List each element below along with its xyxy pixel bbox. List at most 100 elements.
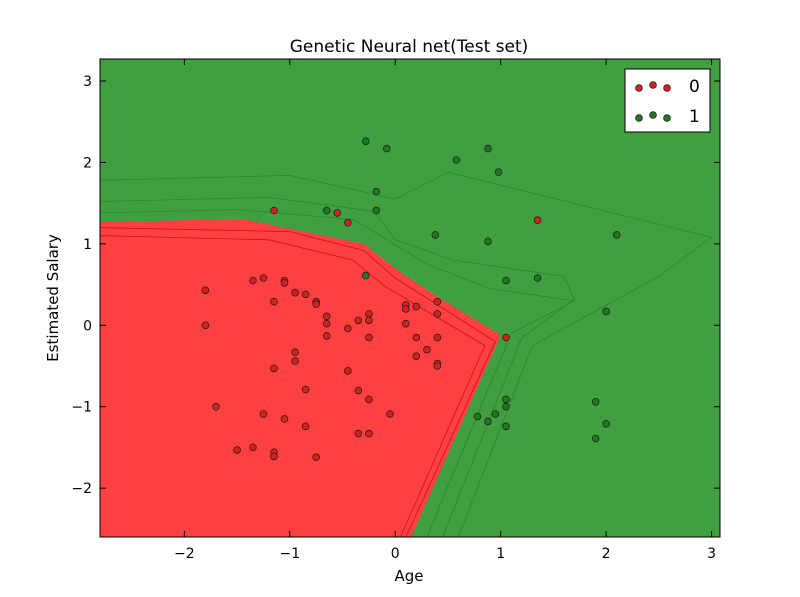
data-point-class-0	[259, 274, 268, 282]
data-point-class-0	[343, 324, 352, 333]
legend-marker-class-0	[635, 84, 643, 92]
data-point-class-1	[431, 231, 440, 239]
data-point-class-1	[322, 206, 331, 215]
data-point-class-0	[270, 297, 278, 306]
data-point-class-1	[484, 417, 492, 426]
data-point-class-0	[233, 446, 241, 454]
data-point-class-0	[280, 279, 289, 287]
data-point-class-0	[201, 286, 210, 295]
data-point-class-1	[591, 397, 600, 406]
data-point-class-0	[259, 410, 268, 418]
data-point-class-0	[322, 312, 331, 321]
y-tick-label: −2	[71, 481, 92, 497]
y-tick-label: 1	[83, 237, 92, 253]
legend-label-class-0: 0	[689, 77, 700, 97]
data-point-class-0	[291, 288, 299, 297]
legend-marker-class-0	[649, 81, 657, 89]
x-tick-label: 3	[707, 546, 716, 562]
x-tick-label: −2	[174, 546, 195, 562]
y-tick-label: −1	[71, 400, 92, 416]
data-point-class-1	[602, 419, 610, 428]
data-point-class-1	[502, 276, 510, 285]
chart-title: Genetic Neural net(Test set)	[290, 37, 529, 57]
data-point-class-0	[212, 402, 220, 411]
data-point-class-0	[433, 297, 442, 306]
data-point-class-0	[270, 452, 278, 461]
data-point-class-0	[280, 415, 289, 423]
legend-marker-class-1	[663, 114, 671, 122]
y-tick-label: 3	[83, 74, 92, 90]
data-point-class-0	[354, 316, 363, 325]
data-point-class-0	[401, 305, 410, 313]
data-point-class-1	[502, 395, 510, 404]
data-point-class-0	[433, 333, 442, 342]
x-tick-label: 2	[602, 546, 611, 562]
data-point-class-0	[433, 310, 442, 318]
data-point-class-1	[502, 402, 510, 411]
data-point-class-0	[249, 443, 257, 452]
y-axis-label: Estimated Salary	[44, 234, 62, 362]
data-point-class-1	[372, 206, 381, 215]
data-point-class-0	[533, 216, 542, 225]
contour-line-class-1	[100, 171, 713, 537]
data-point-class-0	[301, 385, 310, 394]
x-axis-ticks: −2 −1 0 1 2 3	[174, 59, 716, 562]
y-axis-ticks: −2 −1 0 1 2 3	[71, 74, 720, 497]
data-point-class-0	[301, 422, 310, 431]
data-point-class-1	[602, 307, 610, 316]
data-point-class-0	[386, 410, 394, 418]
x-tick-label: 1	[496, 546, 505, 562]
data-point-class-0	[301, 290, 310, 299]
data-point-class-0	[433, 362, 442, 370]
data-point-class-0	[423, 345, 431, 354]
data-points	[201, 137, 621, 462]
data-point-class-0	[412, 352, 421, 361]
legend-entry-class-0: 0	[635, 77, 700, 97]
data-point-class-0	[343, 218, 352, 227]
data-point-class-1	[484, 237, 492, 246]
y-tick-label: 0	[83, 318, 92, 334]
data-point-class-1	[502, 422, 510, 431]
data-point-class-0	[365, 429, 373, 438]
data-point-class-1	[491, 410, 500, 418]
data-point-class-1	[612, 231, 621, 239]
x-tick-label: 0	[391, 546, 400, 562]
x-axis-label: Age	[394, 567, 423, 585]
data-point-class-1	[473, 412, 482, 421]
data-point-class-1	[494, 168, 503, 177]
data-point-class-0	[343, 367, 352, 375]
data-point-class-1	[452, 156, 461, 164]
data-point-class-1	[484, 144, 492, 153]
data-point-class-0	[333, 209, 342, 217]
data-point-class-0	[291, 348, 299, 357]
data-point-class-0	[322, 332, 331, 340]
data-point-class-0	[401, 319, 410, 328]
data-point-class-0	[365, 395, 373, 404]
data-point-class-0	[201, 321, 210, 330]
data-point-class-0	[354, 429, 363, 438]
contour-line-class-0	[100, 235, 486, 537]
data-point-class-0	[270, 364, 278, 373]
legend-marker-class-1	[649, 111, 657, 119]
legend-marker-class-0	[663, 84, 671, 92]
plot-area	[100, 59, 720, 537]
decision-region-class-0	[100, 219, 501, 537]
contour-line-class-0	[100, 227, 496, 537]
data-point-class-0	[365, 316, 373, 325]
data-point-class-0	[249, 276, 257, 285]
data-point-class-0	[365, 310, 373, 318]
data-point-class-1	[591, 434, 600, 443]
y-tick-label: 2	[83, 155, 92, 171]
data-point-class-1	[382, 144, 391, 153]
data-point-class-0	[312, 300, 321, 308]
legend: 0 1	[624, 68, 711, 133]
legend-marker-class-1	[635, 114, 643, 122]
data-point-class-1	[372, 187, 381, 196]
data-point-class-0	[322, 319, 331, 328]
data-point-class-1	[361, 271, 370, 280]
data-point-class-0	[354, 386, 363, 395]
data-point-class-0	[312, 453, 321, 462]
data-point-class-0	[412, 302, 421, 311]
data-point-class-0	[412, 333, 421, 342]
